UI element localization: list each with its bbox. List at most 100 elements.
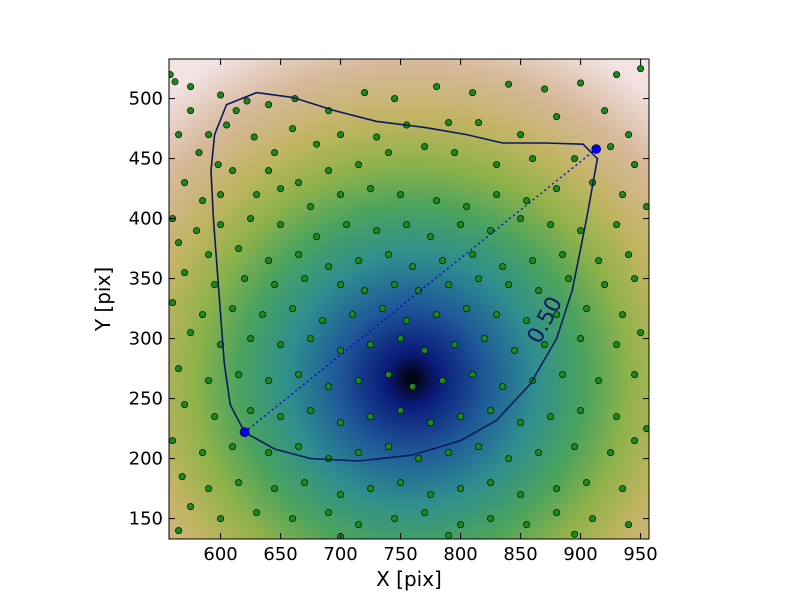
scatter-point [295, 443, 303, 451]
scatter-point [505, 80, 513, 88]
scatter-point [295, 371, 303, 379]
scatter-point [445, 119, 453, 127]
scatter-point [625, 521, 633, 529]
scatter-point [433, 311, 441, 319]
scatter-point [595, 257, 603, 265]
scatter-point [637, 65, 645, 73]
scatter-point [367, 341, 375, 349]
scatter-point [235, 245, 243, 253]
scatter-point [421, 143, 429, 151]
scatter-point [469, 251, 477, 259]
scatter-point [214, 161, 222, 169]
scatter-point [355, 377, 363, 385]
scatter-point [235, 371, 243, 379]
scatter-point [487, 515, 495, 523]
scatter-point [175, 527, 183, 535]
scatter-point [337, 131, 345, 139]
scatter-point [571, 155, 579, 163]
scatter-point [181, 179, 189, 187]
y-tick-label: 150 [129, 509, 163, 530]
scatter-points [169, 65, 649, 539]
scatter-point [481, 335, 489, 343]
scatter-point [643, 425, 649, 433]
scatter-point [391, 95, 399, 103]
y-tick-label: 300 [129, 329, 163, 350]
scatter-point [469, 371, 477, 379]
scatter-point [223, 121, 231, 129]
scatter-point [511, 347, 519, 355]
axis-endpoint-marker [591, 144, 602, 154]
scatter-point [631, 437, 639, 445]
scatter-point [517, 215, 525, 223]
scatter-point [631, 275, 639, 283]
scatter-point [265, 377, 273, 385]
scatter-point [337, 491, 345, 499]
scatter-point [457, 221, 465, 229]
scatter-point [529, 257, 537, 265]
scatter-point [499, 263, 507, 271]
scatter-point [277, 185, 285, 193]
scatter-point [415, 287, 423, 295]
scatter-point [217, 515, 225, 523]
scatter-point [469, 89, 477, 97]
scatter-point [271, 281, 279, 289]
scatter-point [433, 197, 441, 205]
scatter-point [205, 131, 213, 139]
x-tick-label: 800 [443, 544, 477, 565]
scatter-point [577, 227, 585, 235]
scatter-point [181, 401, 189, 409]
scatter-point [391, 281, 399, 289]
scatter-point [178, 473, 186, 481]
scatter-point [229, 443, 237, 451]
scatter-point [409, 263, 417, 271]
scatter-point [631, 161, 639, 169]
scatter-point [343, 221, 351, 229]
x-axis-ticks: 600 650 700 750 800 850 900 950 [203, 59, 658, 565]
scatter-point [295, 179, 303, 187]
scatter-point [613, 71, 621, 79]
scatter-point [613, 341, 621, 349]
scatter-point [175, 365, 183, 373]
scatter-point [169, 71, 174, 79]
scatter-point [205, 251, 213, 259]
scatter-point [247, 215, 255, 223]
plot-frame [168, 58, 650, 540]
scatter-point [367, 413, 375, 421]
scatter-point [643, 203, 649, 211]
scatter-point [199, 197, 207, 205]
scatter-point [451, 341, 459, 349]
scatter-point [289, 515, 297, 523]
scatter-point [553, 113, 561, 121]
x-tick-label: 850 [503, 544, 537, 565]
scatter-point [439, 377, 447, 385]
scatter-point [613, 413, 621, 421]
scatter-point [319, 317, 327, 325]
scatter-point [337, 191, 345, 199]
scatter-point [601, 107, 609, 115]
y-tick-label: 350 [129, 269, 163, 290]
scatter-point [325, 383, 333, 391]
scatter-point [553, 185, 561, 193]
scatter-point [211, 413, 219, 421]
scatter-point [367, 485, 375, 493]
scatter-point [475, 275, 483, 283]
scatter-point [493, 311, 501, 319]
scatter-point [607, 449, 615, 457]
scatter-point [625, 131, 633, 139]
scatter-point [427, 419, 435, 427]
x-tick-label: 750 [383, 544, 417, 565]
scatter-point [175, 131, 183, 139]
scatter-point [265, 167, 273, 175]
y-tick-label: 450 [129, 149, 163, 170]
scatter-point [631, 371, 639, 379]
axis-endpoint-marker [239, 427, 250, 438]
scatter-point [397, 335, 405, 343]
scatter-point [583, 479, 591, 487]
scatter-point [571, 443, 579, 451]
scatter-point [571, 530, 579, 538]
scatter-point [313, 233, 321, 241]
x-axis-label: X [pix] [376, 567, 442, 591]
scatter-point [541, 85, 549, 93]
scatter-point [547, 413, 555, 421]
